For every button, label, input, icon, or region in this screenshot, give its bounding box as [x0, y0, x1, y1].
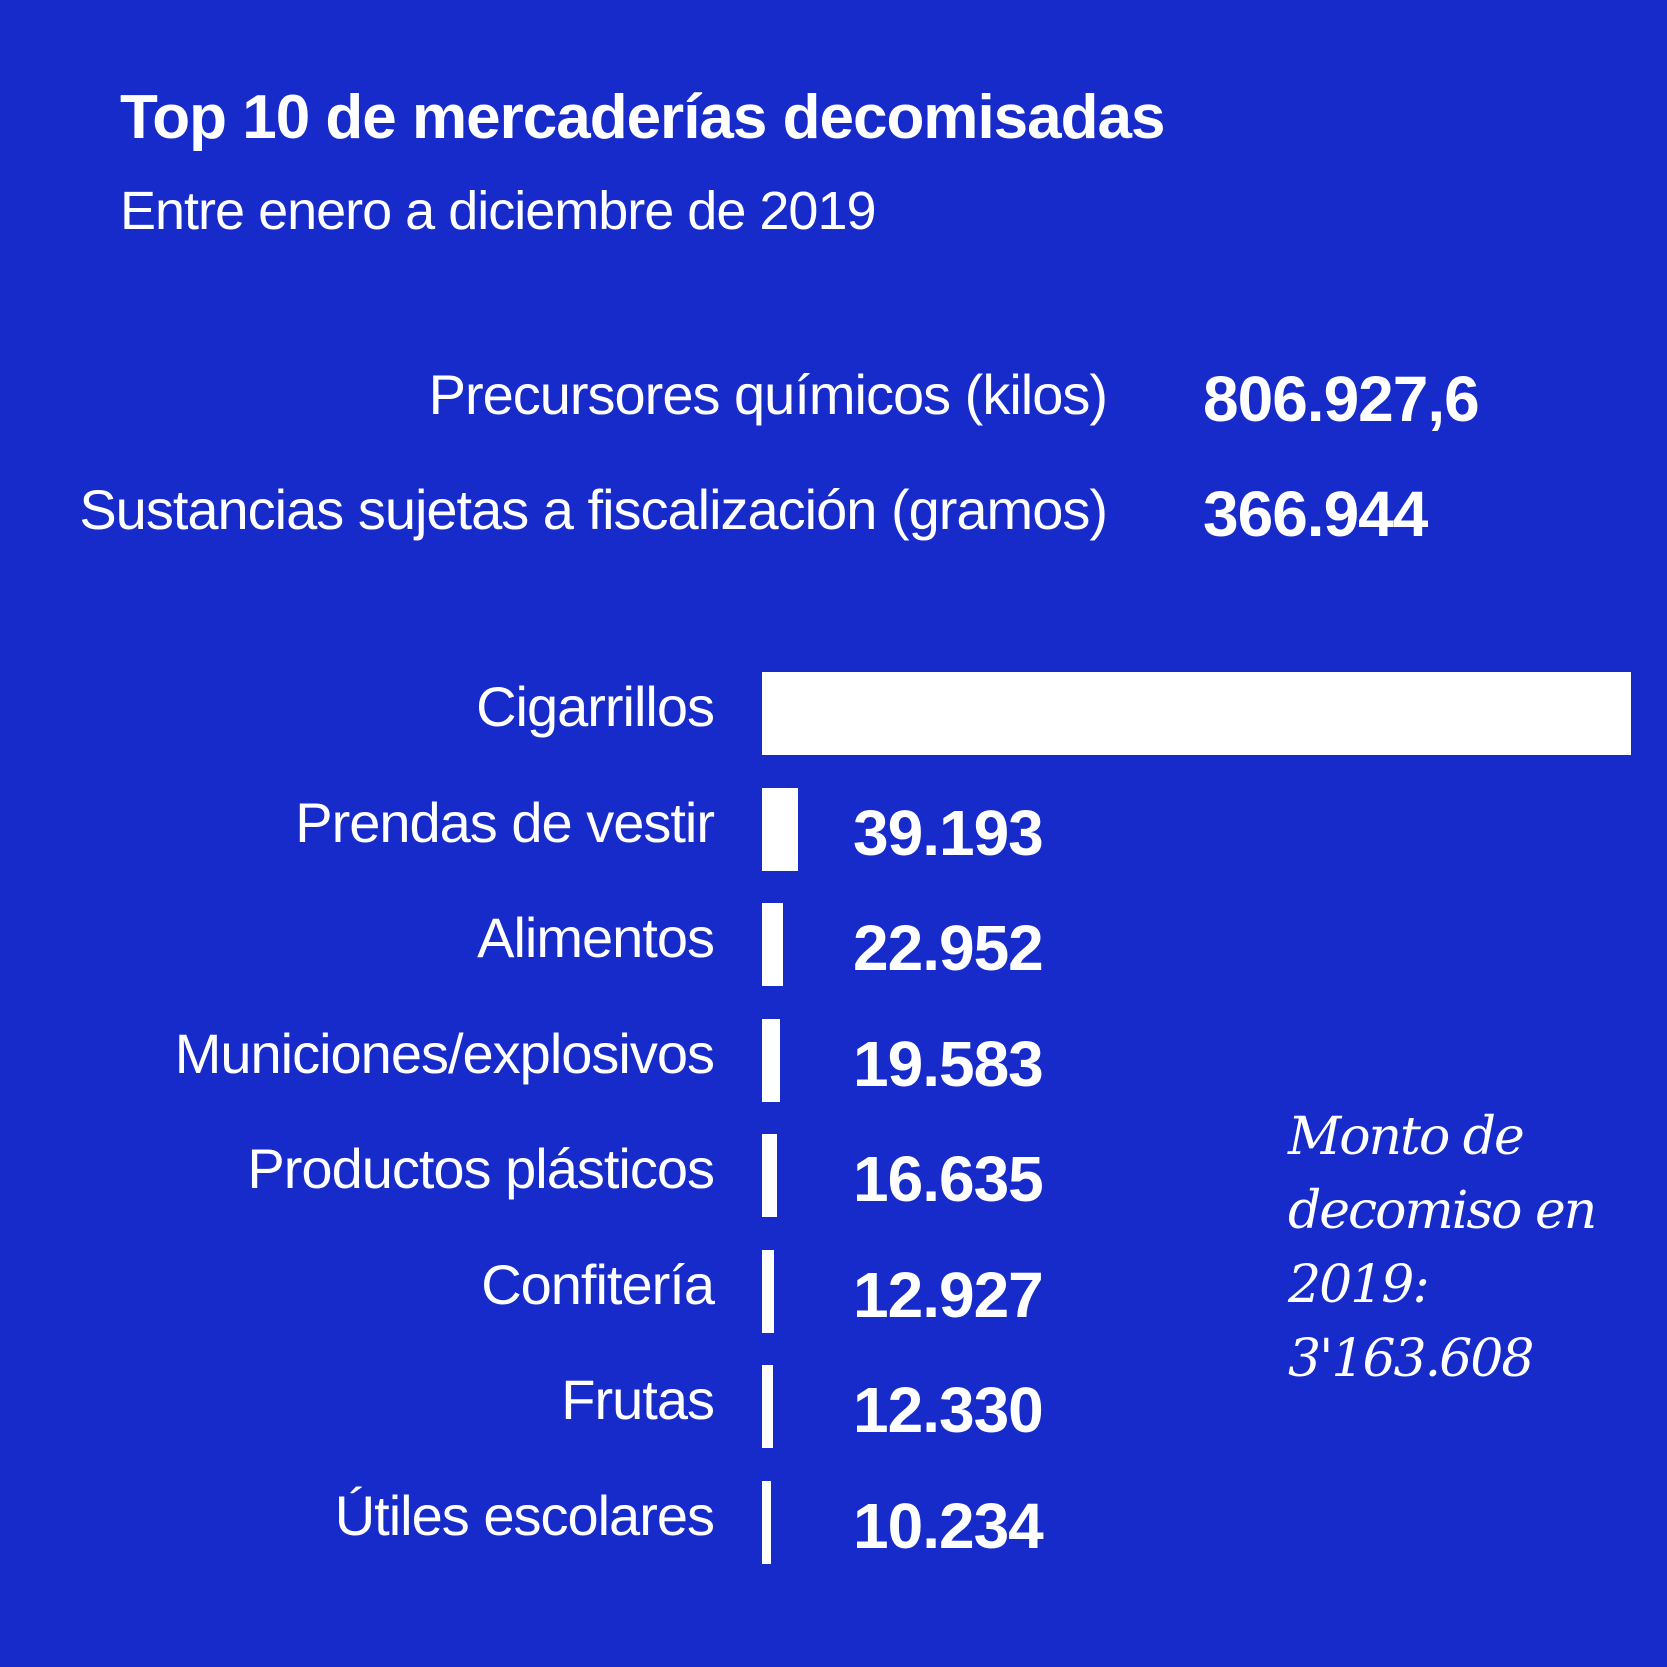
bar [762, 903, 784, 986]
stat-label-sustancias: Sustancias sujetas a fiscalización (gram… [79, 478, 1108, 541]
bar-value-label: 19.583 [853, 1027, 1044, 1100]
bar [762, 1480, 772, 1564]
stat-value-precursores: 806.927,6 [1203, 363, 1480, 435]
bar-label: Prendas de vestir [295, 790, 715, 854]
bar-label: Frutas [561, 1368, 715, 1431]
bar [762, 1249, 774, 1333]
total-amount-note: Monto de decomiso en 2019: 3'163.608 [1288, 1107, 1597, 1389]
bar-value-label: 39.193 [853, 796, 1044, 869]
bar-value-label: 16.635 [853, 1143, 1044, 1215]
stat-label-precursores: Precursores químicos (kilos) [428, 363, 1108, 426]
bar [762, 1365, 774, 1448]
bar-value-label: 22.952 [853, 912, 1044, 984]
bar-value-label: 12.927 [853, 1258, 1044, 1331]
bar [762, 787, 798, 871]
bar [762, 1018, 780, 1102]
bar-value-label: 12.330 [853, 1374, 1044, 1446]
bar-label: Productos plásticos [247, 1137, 715, 1200]
bar [762, 672, 1631, 755]
bar-label: Municiones/explosivos [174, 1021, 715, 1085]
stat-value-sustancias: 366.944 [1203, 478, 1428, 550]
bar-label: Confitería [481, 1252, 715, 1316]
bar-label: Cigarrillos [476, 675, 715, 738]
bar-value-label: 10.234 [853, 1489, 1044, 1562]
chart-subtitle: Entre enero a diciembre de 2019 [120, 181, 877, 241]
bar-label: Útiles escolares [334, 1483, 715, 1547]
bar-label: Alimentos [477, 906, 715, 969]
bar [762, 1134, 778, 1217]
chart-title: Top 10 de mercaderías decomisadas [120, 83, 1165, 152]
